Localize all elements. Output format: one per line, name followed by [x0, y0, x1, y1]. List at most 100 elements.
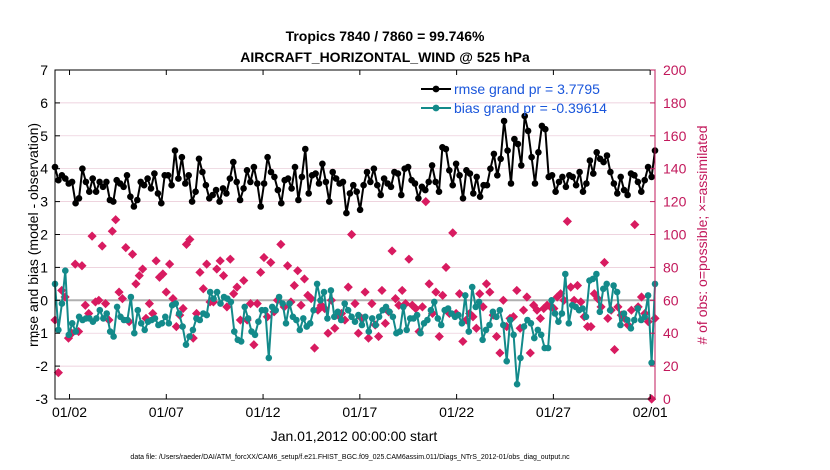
bias-point	[593, 270, 600, 278]
rmse-point	[442, 145, 450, 153]
bias-point	[344, 306, 352, 314]
bias-point	[617, 321, 624, 329]
obs-possible-marker	[229, 289, 239, 299]
bias-point	[400, 303, 407, 311]
bias-point	[375, 313, 383, 321]
bias-point	[113, 303, 121, 311]
bias-point	[282, 320, 290, 327]
bias-point	[137, 320, 145, 327]
y-tick-label-left: 2	[40, 227, 48, 243]
rmse-point	[312, 170, 319, 177]
bias-point	[317, 297, 324, 304]
bias-point	[341, 300, 349, 307]
obs-possible-marker	[252, 298, 262, 309]
bias-point	[293, 316, 300, 324]
obs-possible-marker	[316, 300, 326, 310]
obs-possible-marker	[235, 315, 245, 325]
rmse-point	[182, 180, 189, 187]
y-axis-label-left: rmse and bias (model - observation)	[25, 123, 41, 347]
obs-possible-marker	[198, 284, 208, 294]
obs-possible-marker	[411, 303, 421, 314]
rmse-point	[562, 183, 570, 191]
rmse-point	[548, 172, 556, 179]
obs-possible-marker	[454, 289, 465, 299]
rmse-point	[483, 181, 491, 189]
rmse-point	[168, 181, 175, 189]
obs-possible-marker	[185, 234, 195, 245]
obs-possible-marker	[343, 282, 353, 292]
bias-point	[537, 331, 545, 339]
footer-datafile: data file: /Users/raeder/DAI/ATM_forcXX/…	[130, 454, 570, 461]
rmse-point	[164, 172, 172, 179]
bias-point	[265, 354, 273, 362]
axis-ticks: -3 -2 -1 0 1 2 3 4 5 6 7 0 20 40 60 80 100 120 140 160 180 20…	[36, 62, 687, 420]
obs-possible-marker	[404, 254, 414, 264]
bias-point	[403, 326, 411, 334]
bias-point	[500, 321, 507, 329]
bias-point	[531, 334, 538, 342]
legend-rmse-marker	[432, 85, 440, 93]
bias-point	[555, 318, 562, 326]
bias-point	[172, 300, 179, 307]
rmse-point	[494, 172, 501, 179]
rmse-point	[82, 178, 90, 186]
rmse-point	[524, 127, 532, 135]
bias-point	[472, 303, 480, 311]
bias-point	[424, 316, 431, 324]
obs-possible-marker	[495, 348, 505, 358]
rmse-point	[339, 178, 347, 186]
rmse-point	[219, 185, 227, 192]
bias-point	[110, 333, 117, 340]
bias-point	[134, 306, 142, 314]
obs-possible-marker	[299, 274, 310, 284]
obs-possible-marker	[117, 294, 128, 304]
rmse-point	[356, 206, 364, 214]
rmse-point	[572, 181, 580, 189]
rmse-point	[398, 191, 405, 199]
y-tick-label-left: 5	[40, 128, 48, 144]
bias-point	[189, 326, 197, 334]
y-tick-label-left: 4	[40, 161, 48, 177]
chart-title: Tropics 7840 / 7860 = 99.746%	[286, 28, 485, 44]
rmse-point	[394, 170, 402, 177]
bias-point	[196, 316, 204, 324]
y-tick-label-right: 20	[663, 358, 679, 374]
bias-point	[206, 288, 214, 296]
bias-point	[372, 321, 380, 329]
y-tick-label-right: 40	[663, 325, 679, 341]
legend-bias-label: bias grand pr = -0.39614	[454, 100, 607, 116]
rmse-point	[360, 181, 367, 189]
rmse-point	[274, 186, 282, 194]
obs-possible-marker	[542, 300, 552, 310]
bias-point	[262, 306, 269, 314]
obs-possible-marker	[282, 261, 293, 271]
bias-point	[648, 359, 655, 367]
obs-possible-marker	[168, 294, 178, 304]
obs-possible-marker	[256, 267, 266, 277]
obs-possible-marker	[70, 259, 80, 269]
rmse-point	[284, 175, 292, 182]
bias-point	[255, 318, 262, 326]
rmse-point	[535, 149, 542, 156]
rmse-point	[89, 175, 96, 182]
obs-possible-marker	[148, 308, 158, 319]
obs-possible-marker	[195, 267, 205, 277]
obs-possible-marker	[438, 290, 448, 300]
y-tick-label-right: 80	[663, 259, 679, 275]
obs-possible-marker	[77, 261, 87, 271]
bias-point	[489, 308, 497, 316]
obs-possible-marker	[188, 333, 198, 343]
rmse-point	[370, 165, 378, 172]
bias-point	[237, 338, 245, 345]
bias-point	[331, 313, 338, 321]
obs-possible-marker	[397, 285, 407, 296]
obs-possible-marker	[309, 343, 320, 353]
y-tick-label-right: 100	[663, 227, 687, 243]
obs-possible-marker	[84, 308, 94, 319]
y-tick-label-left: 1	[40, 259, 48, 275]
rmse-point	[470, 190, 477, 197]
obs-possible-marker	[512, 285, 522, 296]
bias-point	[475, 298, 483, 306]
bias-point	[158, 320, 166, 327]
